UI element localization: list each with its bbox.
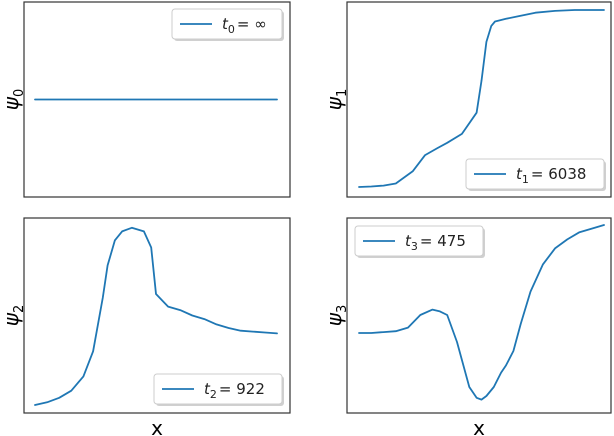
y-axis-label-subscript: 3 xyxy=(335,305,350,313)
y-axis-label: ψ0 xyxy=(0,89,27,110)
legend-var: t xyxy=(516,165,523,183)
y-axis-label: ψ1 xyxy=(322,89,350,110)
y-axis-label-subscript: 1 xyxy=(335,89,350,97)
axes-frame xyxy=(23,1,291,198)
legend-sub: 3 xyxy=(411,240,418,253)
legend-sub: 0 xyxy=(228,23,235,36)
legend-value: 6038 xyxy=(548,165,586,183)
x-axis-label: x xyxy=(151,416,163,436)
series-line-0 xyxy=(358,224,605,401)
y-axis-label-subscript: 2 xyxy=(12,305,27,313)
x-axis-label: x xyxy=(473,416,485,436)
legend: t3 = 475 xyxy=(354,225,485,258)
y-axis-label-subscript: 0 xyxy=(12,89,27,97)
legend: t2 = 922 xyxy=(153,373,284,406)
axes-frame xyxy=(346,1,612,198)
legend-value: 922 xyxy=(236,380,265,398)
legend-equals: = xyxy=(219,380,236,398)
legend-var: t xyxy=(405,232,412,250)
legend-value: ∞ xyxy=(254,15,267,33)
y-axis-label-symbol: ψ xyxy=(322,312,346,326)
legend-var: t xyxy=(222,15,229,33)
y-axis-label-symbol: ψ xyxy=(0,312,23,326)
legend-value: 475 xyxy=(437,232,466,250)
legend-equals: = xyxy=(420,232,437,250)
legend-box xyxy=(354,225,484,257)
legend-box xyxy=(465,158,605,190)
axes-frame xyxy=(346,217,612,414)
legend-sub: 1 xyxy=(522,173,529,186)
y-axis-label: ψ3 xyxy=(322,305,350,326)
legend: t1 = 6038 xyxy=(465,158,606,191)
legend-label: t3 = 475 xyxy=(405,232,466,253)
y-axis-label-symbol: ψ xyxy=(0,96,23,110)
legend-box xyxy=(171,8,283,40)
legend-equals: = xyxy=(531,165,548,183)
series-line-0 xyxy=(34,226,278,406)
y-axis-label: ψ2 xyxy=(0,305,27,326)
legend-label: t2 = 922 xyxy=(204,380,265,401)
legend-label: t1 = 6038 xyxy=(516,165,586,186)
legend-box xyxy=(153,373,283,405)
legend-var: t xyxy=(204,380,211,398)
y-axis-label-symbol: ψ xyxy=(322,96,346,110)
legend-label: t0 = ∞ xyxy=(222,15,267,36)
series-line-0 xyxy=(358,9,605,188)
legend: t0 = ∞ xyxy=(171,8,284,41)
legend-sub: 2 xyxy=(210,388,217,401)
legend-equals: = xyxy=(237,15,254,33)
axes-frame xyxy=(23,217,291,414)
